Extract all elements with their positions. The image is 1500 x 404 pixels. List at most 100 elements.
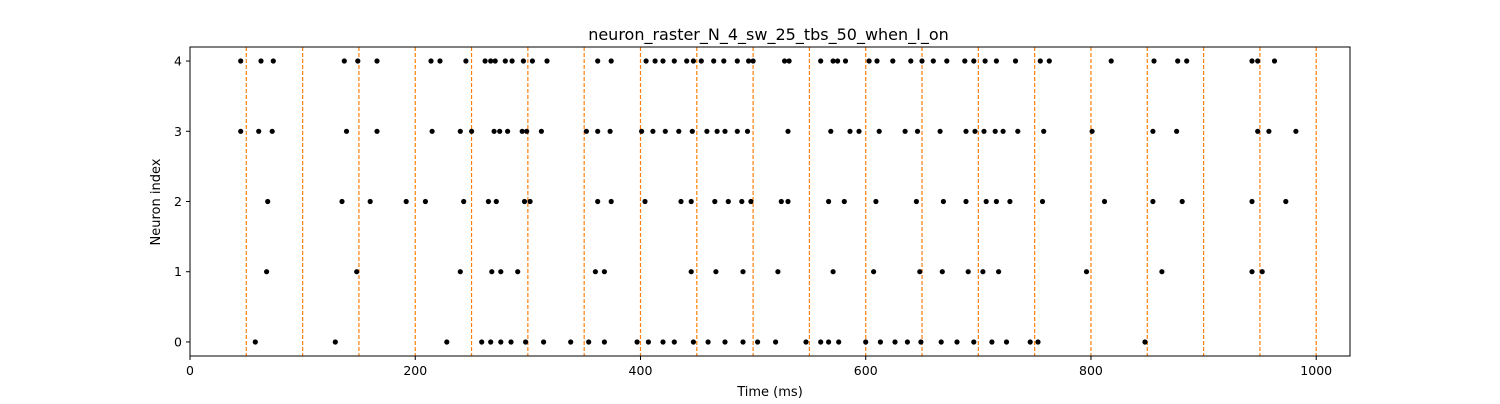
spike-n1-10 — [740, 269, 746, 275]
spike-n1-15 — [939, 269, 945, 275]
spike-n4-17 — [595, 58, 601, 64]
spike-n1-9 — [713, 269, 719, 275]
x-tick-label-1000: 1000 — [1300, 363, 1332, 378]
spike-n2-0 — [265, 198, 271, 205]
spike-n2-32 — [1150, 198, 1156, 205]
spike-n3-40 — [1015, 128, 1021, 134]
spike-n4-37 — [866, 58, 872, 64]
spike-n1-8 — [688, 269, 694, 275]
spike-n4-18 — [608, 58, 614, 64]
spike-n4-21 — [660, 58, 666, 64]
spike-n3-28 — [828, 128, 834, 134]
spike-n4-10 — [488, 58, 494, 64]
spike-n1-3 — [489, 269, 495, 275]
spike-n4-35 — [835, 58, 841, 64]
spike-n0-37 — [1035, 339, 1041, 345]
x-axis-label: Time (ms) — [736, 385, 803, 400]
spike-n3-35 — [963, 128, 969, 134]
spike-n4-24 — [690, 58, 697, 64]
spike-n0-38 — [1142, 339, 1148, 345]
spike-n3-7 — [469, 128, 475, 134]
spike-n4-56 — [1255, 58, 1261, 64]
spike-n3-2 — [269, 128, 275, 134]
spike-n0-8 — [541, 339, 547, 345]
spike-n1-21 — [1249, 269, 1255, 275]
spike-n0-28 — [892, 339, 898, 345]
spike-n3-10 — [505, 128, 511, 134]
x-axis: 0 200 400 600 800 1000 — [186, 356, 1332, 378]
spike-n4-57 — [1271, 58, 1278, 64]
spike-n0-10 — [586, 339, 592, 345]
spike-n0-26 — [863, 339, 869, 345]
spike-n1-20 — [1159, 269, 1165, 275]
spike-n0-17 — [705, 339, 711, 345]
spike-n4-50 — [1046, 58, 1052, 64]
spike-n4-36 — [842, 58, 849, 64]
spike-n2-29 — [1007, 198, 1013, 205]
spike-n4-48 — [1012, 58, 1019, 64]
spike-n4-29 — [746, 58, 752, 64]
spike-n2-3 — [403, 198, 409, 205]
chart-title: neuron_raster_N_4_sw_25_tbs_50_when_I_on — [588, 25, 949, 45]
spike-n2-6 — [485, 198, 491, 205]
spike-n2-11 — [608, 198, 614, 205]
spike-n3-3 — [343, 128, 350, 134]
spike-n4-2 — [270, 58, 276, 64]
spike-n0-4 — [488, 339, 494, 345]
spike-n3-12 — [524, 128, 530, 134]
spike-n2-27 — [983, 198, 989, 205]
spike-n4-43 — [944, 58, 950, 64]
x-tick-label-200: 200 — [403, 363, 427, 378]
spike-n4-14 — [520, 58, 527, 64]
spike-n1-7 — [601, 269, 608, 275]
spike-n4-39 — [890, 58, 896, 64]
spike-n4-11 — [492, 58, 498, 64]
spike-n0-20 — [755, 339, 761, 345]
spike-n2-33 — [1179, 198, 1185, 205]
spike-n3-1 — [256, 128, 262, 134]
spike-n2-16 — [725, 198, 731, 205]
spike-n3-9 — [497, 128, 503, 134]
spike-n2-19 — [778, 198, 784, 205]
spike-n3-16 — [607, 128, 613, 134]
spike-n0-23 — [818, 339, 824, 345]
spike-n4-38 — [874, 58, 880, 64]
spike-n0-16 — [690, 339, 697, 345]
spike-n2-18 — [748, 198, 754, 205]
spike-n3-39 — [1000, 128, 1006, 134]
y-axis: 0 1 2 3 4 — [174, 54, 190, 349]
spike-n4-28 — [734, 58, 740, 64]
spike-n4-15 — [529, 58, 536, 64]
spike-n0-18 — [722, 339, 728, 345]
x-tick-label-400: 400 — [629, 363, 653, 378]
spike-n3-47 — [1293, 128, 1299, 134]
spike-n4-6 — [428, 58, 434, 64]
spike-n1-11 — [775, 269, 781, 275]
spike-n3-26 — [744, 128, 751, 134]
spike-n1-14 — [917, 269, 923, 275]
spike-n0-27 — [877, 339, 884, 345]
spike-n0-31 — [938, 339, 944, 345]
spike-n0-1 — [332, 339, 338, 345]
spike-n4-12 — [502, 58, 508, 64]
y-tick-label-4: 4 — [174, 54, 182, 69]
spike-n1-12 — [830, 269, 836, 275]
spike-n0-7 — [523, 339, 529, 345]
spike-n4-41 — [919, 58, 925, 64]
spike-n3-46 — [1266, 128, 1272, 134]
spike-n2-24 — [913, 198, 920, 205]
spike-n0-29 — [904, 339, 911, 345]
spike-n3-11 — [519, 128, 525, 134]
spike-n4-45 — [971, 58, 977, 64]
spike-n0-24 — [826, 339, 832, 345]
spike-n3-13 — [538, 128, 545, 134]
spike-n1-2 — [457, 269, 463, 275]
y-tick-label-1: 1 — [174, 264, 182, 279]
spike-n1-1 — [354, 269, 360, 275]
spike-n3-27 — [785, 128, 791, 134]
spike-n4-16 — [544, 58, 550, 64]
spike-n1-22 — [1259, 269, 1265, 275]
spike-n0-5 — [498, 339, 504, 345]
spike-n0-35 — [1003, 339, 1010, 345]
spike-n3-37 — [981, 128, 987, 134]
